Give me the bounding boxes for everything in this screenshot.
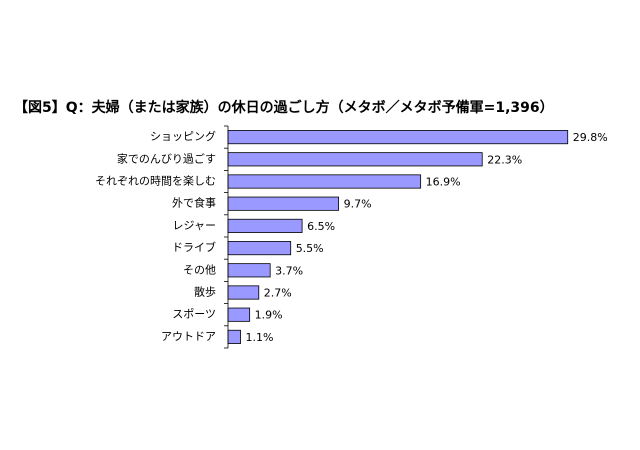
y-tick-label: レジャー xyxy=(173,219,216,232)
value-label: 9.7% xyxy=(344,198,372,211)
y-tick-label: 散歩 xyxy=(194,285,216,299)
bar xyxy=(227,241,292,256)
bar xyxy=(227,218,303,233)
value-label: 29.8% xyxy=(573,131,608,144)
y-tick-label: 家でのんびり過ごす xyxy=(117,151,216,165)
y-tick-label: ドライブ xyxy=(172,240,216,254)
value-label: 5.5% xyxy=(296,242,324,255)
bar xyxy=(227,329,241,344)
chart-title: 【図5】Q：夫婦（または家族）の休日の過ごし方（メタボ／メタボ予備軍=1,396… xyxy=(14,99,554,116)
bar xyxy=(227,263,271,278)
y-tick-label: その他 xyxy=(183,263,216,276)
value-label: 22.3% xyxy=(487,153,522,166)
bar xyxy=(227,130,569,145)
value-label: 1.9% xyxy=(255,309,283,322)
y-tick-label: 外で食事 xyxy=(172,196,216,210)
bar xyxy=(227,285,260,300)
value-label: 3.7% xyxy=(275,264,303,277)
bar xyxy=(227,152,483,167)
y-tick-label: それぞれの時間を楽しむ xyxy=(95,175,216,188)
bar xyxy=(227,174,422,189)
value-label: 2.7% xyxy=(264,287,292,300)
bar xyxy=(227,196,339,211)
value-label: 16.9% xyxy=(426,176,461,189)
bar xyxy=(227,307,251,322)
y-tick-label: アウトドア xyxy=(161,330,216,343)
value-label: 1.1% xyxy=(246,331,274,344)
y-tick-label: ショッピング xyxy=(150,129,216,143)
value-label: 6.5% xyxy=(307,220,335,233)
y-tick-label: スポーツ xyxy=(172,308,216,321)
